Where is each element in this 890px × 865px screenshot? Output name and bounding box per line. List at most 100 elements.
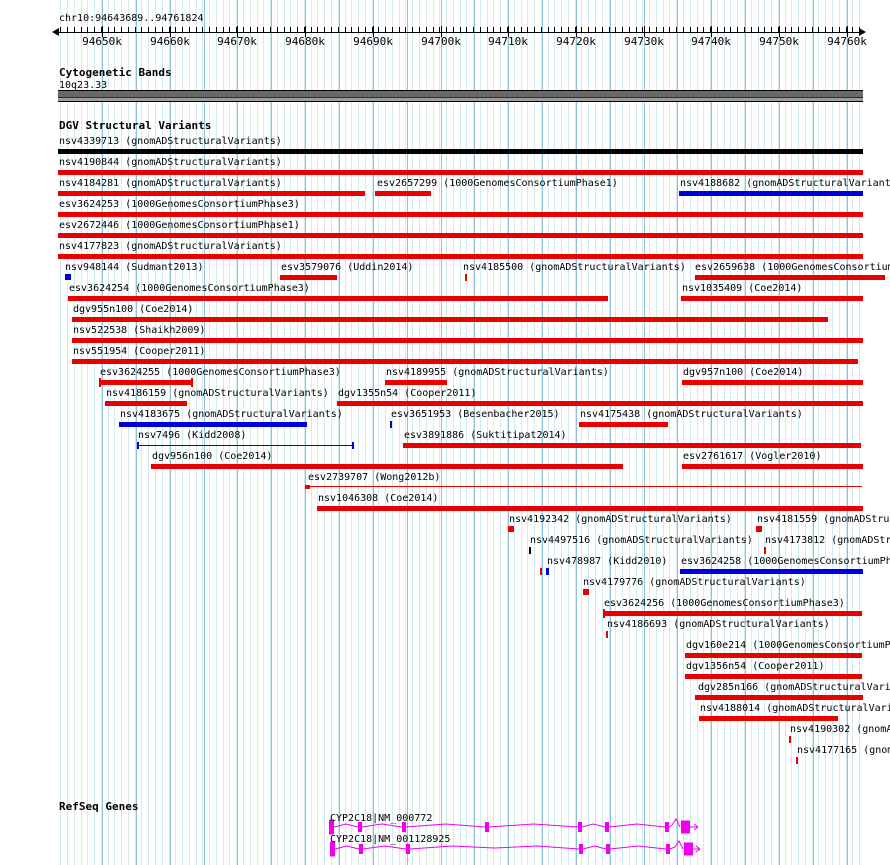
dgv-feature-label[interactable]: nsv4186693 (gnomADStructuralVariants) [607,619,830,630]
dgv-feature-label[interactable]: nsv4497516 (gnomADStructuralVariants) [530,535,753,546]
dgv-feature-glyph[interactable] [529,547,531,554]
dgv-feature-glyph[interactable] [72,317,828,322]
cytoband-glyph[interactable] [58,90,863,102]
dgv-feature-label[interactable]: nsv1035409 (Coe2014) [682,283,803,294]
dgv-feature-label[interactable]: esv3891886 (Suktitipat2014) [404,430,567,441]
dgv-feature-label[interactable]: nsv4175438 (gnomADStructuralVariants) [580,409,803,420]
dgv-feature-label[interactable]: dgv285n166 (gnomADStructuralVaria [698,682,890,693]
gene-exon-block[interactable] [485,822,489,832]
gene-exon-block[interactable] [578,822,582,832]
dgv-feature-label[interactable]: esv3579076 (Uddin2014) [281,262,414,273]
dgv-feature-glyph[interactable] [151,464,623,469]
dgv-feature-glyph[interactable] [58,212,863,217]
dgv-feature-glyph[interactable] [685,674,862,679]
dgv-feature-glyph[interactable] [58,191,365,196]
dgv-feature-label[interactable]: esv2657299 (1000GenomesConsortiumPhase1) [377,178,618,189]
dgv-feature-label[interactable]: esv2761617 (Vogler2010) [683,451,822,462]
dgv-feature-glyph[interactable] [65,274,71,280]
gene-exon-block[interactable] [402,822,406,832]
gene-intron-line[interactable] [333,818,699,831]
dgv-feature-glyph[interactable] [606,631,608,638]
dgv-feature-label[interactable]: esv3624256 (1000GenomesConsortiumPhase3) [604,598,845,609]
dgv-feature-label[interactable]: esv2672446 (1000GenomesConsortiumPhase1) [59,220,300,231]
dgv-feature-glyph[interactable] [137,442,139,449]
dgv-feature-glyph[interactable] [681,296,863,301]
dgv-feature-glyph[interactable] [280,275,337,280]
dgv-feature-label[interactable]: nsv1046308 (Coe2014) [318,493,439,504]
dgv-feature-label[interactable]: esv3624254 (1000GenomesConsortiumPhase3) [69,283,310,294]
dgv-feature-label[interactable]: nsv4189955 (gnomADStructuralVariants) [386,367,609,378]
gene-label[interactable]: CYP2C18|NM_001128925 [330,834,451,845]
dgv-feature-label[interactable]: dgv956n100 (Coe2014) [152,451,273,462]
dgv-feature-label[interactable]: nsv4185500 (gnomADStructuralVariants) [463,262,686,273]
dgv-feature-glyph[interactable] [68,296,608,301]
gene-exon-block[interactable] [329,819,334,835]
gene-exon-block[interactable] [606,844,610,854]
dgv-feature-label[interactable]: nsv4179776 (gnomADStructuralVariants) [583,577,806,588]
dgv-feature-glyph[interactable] [137,445,354,446]
dgv-feature-label[interactable]: nsv4186159 (gnomADStructuralVariants) [106,388,329,399]
dgv-feature-glyph[interactable] [603,611,862,616]
dgv-feature-label[interactable]: dgv1356n54 (Cooper2011) [686,661,825,672]
dgv-feature-glyph[interactable] [72,338,863,343]
dgv-feature-glyph[interactable] [679,191,863,196]
dgv-feature-glyph[interactable] [119,422,307,427]
dgv-feature-label[interactable]: nsv4181559 (gnomADStruc [757,514,890,525]
dgv-feature-label[interactable]: nsv478987 (Kidd2010) [547,556,668,567]
dgv-feature-label[interactable]: dgv160e214 (1000GenomesConsortiumPh [686,640,890,651]
gene-exon-block[interactable] [666,844,670,854]
gene-exon-block[interactable] [330,841,335,857]
dgv-feature-label[interactable]: nsv4188014 (gnomADStructuralVari [700,703,890,714]
dgv-feature-glyph[interactable] [579,422,668,427]
dgv-feature-glyph[interactable] [699,716,838,721]
dgv-feature-label[interactable]: nsv4192342 (gnomADStructuralVariants) [509,514,732,525]
dgv-feature-label[interactable]: nsv4183675 (gnomADStructuralVariants) [120,409,343,420]
dgv-feature-glyph[interactable] [508,526,514,532]
dgv-feature-label[interactable]: esv3624255 (1000GenomesConsortiumPhase3) [100,367,341,378]
dgv-feature-glyph[interactable] [695,695,863,700]
gene-exon-block[interactable] [358,822,362,832]
dgv-feature-glyph[interactable] [191,378,193,387]
dgv-feature-label[interactable]: nsv4188682 (gnomADStructuralVariant [680,178,890,189]
dgv-feature-label[interactable]: nsv4184281 (gnomADStructuralVariants) [59,178,282,189]
dgv-feature-label[interactable]: nsv948144 (Sudmant2013) [65,262,204,273]
dgv-feature-glyph[interactable] [305,485,310,489]
dgv-feature-glyph[interactable] [375,191,431,196]
dgv-feature-glyph[interactable] [99,380,193,385]
dgv-feature-glyph[interactable] [682,464,863,469]
dgv-feature-glyph[interactable] [756,526,762,532]
dgv-feature-glyph[interactable] [465,274,467,281]
dgv-feature-glyph[interactable] [385,380,447,385]
dgv-feature-glyph[interactable] [789,736,791,743]
dgv-feature-label[interactable]: nsv4173812 (gnomADStru [765,535,890,546]
dgv-feature-label[interactable]: nsv551954 (Cooper2011) [73,346,206,357]
dgv-feature-glyph[interactable] [99,378,101,387]
dgv-feature-label[interactable]: esv2739707 (Wong2012b) [308,472,441,483]
dgv-feature-glyph[interactable] [317,506,863,511]
dgv-feature-glyph[interactable] [352,442,354,449]
dgv-feature-label[interactable]: esv3624258 (1000GenomesConsortiumPh [681,556,890,567]
dgv-feature-label[interactable]: esv3651953 (Besenbacher2015) [391,409,560,420]
dgv-feature-label[interactable]: dgv1355n54 (Cooper2011) [338,388,477,399]
dgv-feature-glyph[interactable] [540,568,542,575]
dgv-feature-glyph[interactable] [695,275,885,280]
dgv-feature-glyph[interactable] [546,568,549,575]
dgv-feature-label[interactable]: nsv4177823 (gnomADStructuralVariants) [59,241,282,252]
dgv-feature-glyph[interactable] [58,149,863,154]
gene-exon-block[interactable] [359,844,363,854]
dgv-feature-glyph[interactable] [764,547,766,554]
dgv-feature-glyph[interactable] [105,401,187,406]
gene-exon-block[interactable] [681,820,690,834]
gene-exon-block[interactable] [579,844,583,854]
dgv-feature-label[interactable]: nsv4339713 (gnomADStructuralVariants) [59,136,282,147]
dgv-feature-glyph[interactable] [680,569,863,574]
dgv-feature-glyph[interactable] [390,421,392,428]
dgv-feature-glyph[interactable] [305,486,862,487]
dgv-feature-glyph[interactable] [583,589,589,595]
dgv-feature-label[interactable]: nsv4177165 (gnom [797,745,890,756]
dgv-feature-label[interactable]: esv2659638 (1000GenomesConsortium [695,262,890,273]
dgv-feature-glyph[interactable] [685,653,862,658]
dgv-feature-glyph[interactable] [337,401,863,406]
gene-exon-block[interactable] [684,842,693,856]
dgv-feature-label[interactable]: nsv4190844 (gnomADStructuralVariants) [59,157,282,168]
